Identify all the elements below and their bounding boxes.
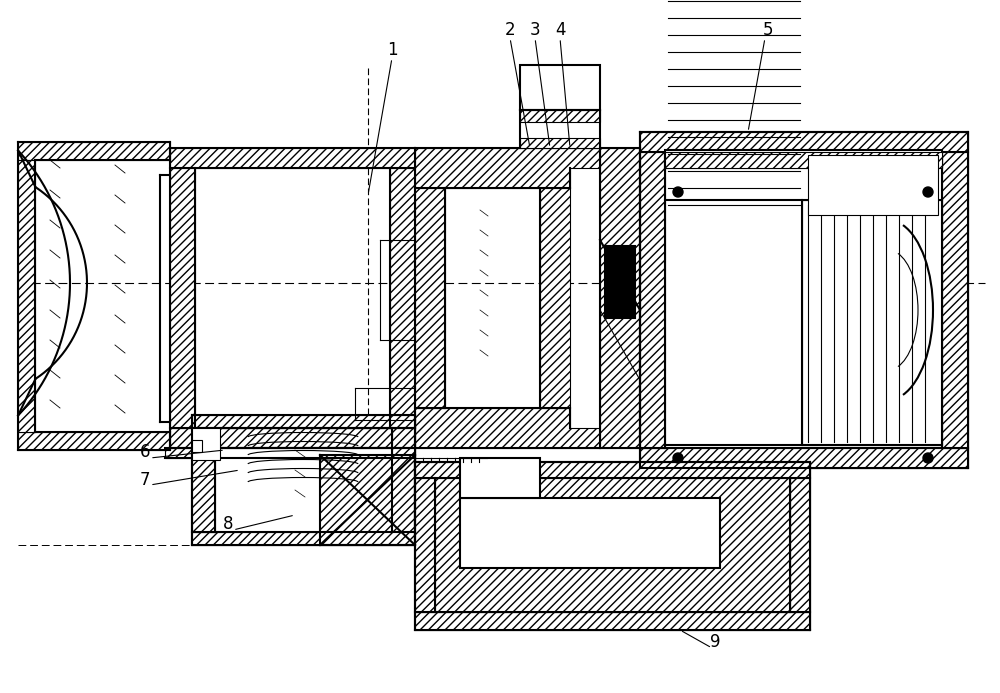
- Text: 2: 2: [505, 21, 515, 39]
- Polygon shape: [170, 168, 195, 428]
- Polygon shape: [520, 138, 600, 148]
- Text: 6: 6: [140, 443, 150, 461]
- Text: 1: 1: [387, 41, 397, 59]
- Bar: [192, 448, 415, 545]
- Polygon shape: [802, 200, 942, 445]
- Circle shape: [923, 187, 933, 197]
- Polygon shape: [415, 478, 435, 612]
- Polygon shape: [790, 478, 810, 612]
- Polygon shape: [942, 152, 968, 448]
- Polygon shape: [640, 448, 968, 468]
- Circle shape: [673, 187, 683, 197]
- Polygon shape: [192, 428, 215, 532]
- Polygon shape: [640, 152, 665, 448]
- Text: 3: 3: [530, 21, 540, 39]
- Bar: [460, 458, 540, 498]
- Circle shape: [673, 453, 683, 463]
- Bar: [192, 428, 220, 460]
- Bar: [460, 498, 720, 568]
- Text: 7: 7: [140, 471, 150, 489]
- Polygon shape: [435, 478, 790, 612]
- Polygon shape: [600, 148, 640, 448]
- Text: 8: 8: [223, 515, 233, 533]
- Bar: [605, 246, 635, 318]
- Polygon shape: [165, 448, 415, 458]
- Bar: [640, 132, 968, 468]
- Text: 5: 5: [763, 21, 773, 39]
- Bar: [192, 440, 202, 452]
- Polygon shape: [520, 110, 600, 122]
- Polygon shape: [18, 142, 170, 160]
- Text: 9: 9: [710, 633, 720, 651]
- Polygon shape: [415, 188, 445, 408]
- Bar: [415, 462, 810, 630]
- Polygon shape: [415, 408, 600, 448]
- Polygon shape: [320, 455, 415, 545]
- Polygon shape: [18, 160, 35, 432]
- Polygon shape: [390, 168, 415, 428]
- Text: 4: 4: [555, 21, 565, 39]
- Polygon shape: [415, 612, 810, 630]
- Polygon shape: [192, 532, 415, 545]
- Polygon shape: [192, 415, 415, 428]
- Polygon shape: [415, 148, 600, 188]
- Polygon shape: [540, 188, 570, 408]
- Polygon shape: [18, 432, 170, 450]
- Polygon shape: [392, 428, 415, 532]
- Bar: [808, 155, 938, 215]
- Circle shape: [923, 453, 933, 463]
- Bar: [520, 65, 600, 110]
- Polygon shape: [640, 132, 968, 152]
- Polygon shape: [665, 152, 942, 168]
- Polygon shape: [170, 428, 415, 448]
- Polygon shape: [170, 148, 415, 168]
- Polygon shape: [415, 462, 810, 478]
- Bar: [665, 150, 942, 168]
